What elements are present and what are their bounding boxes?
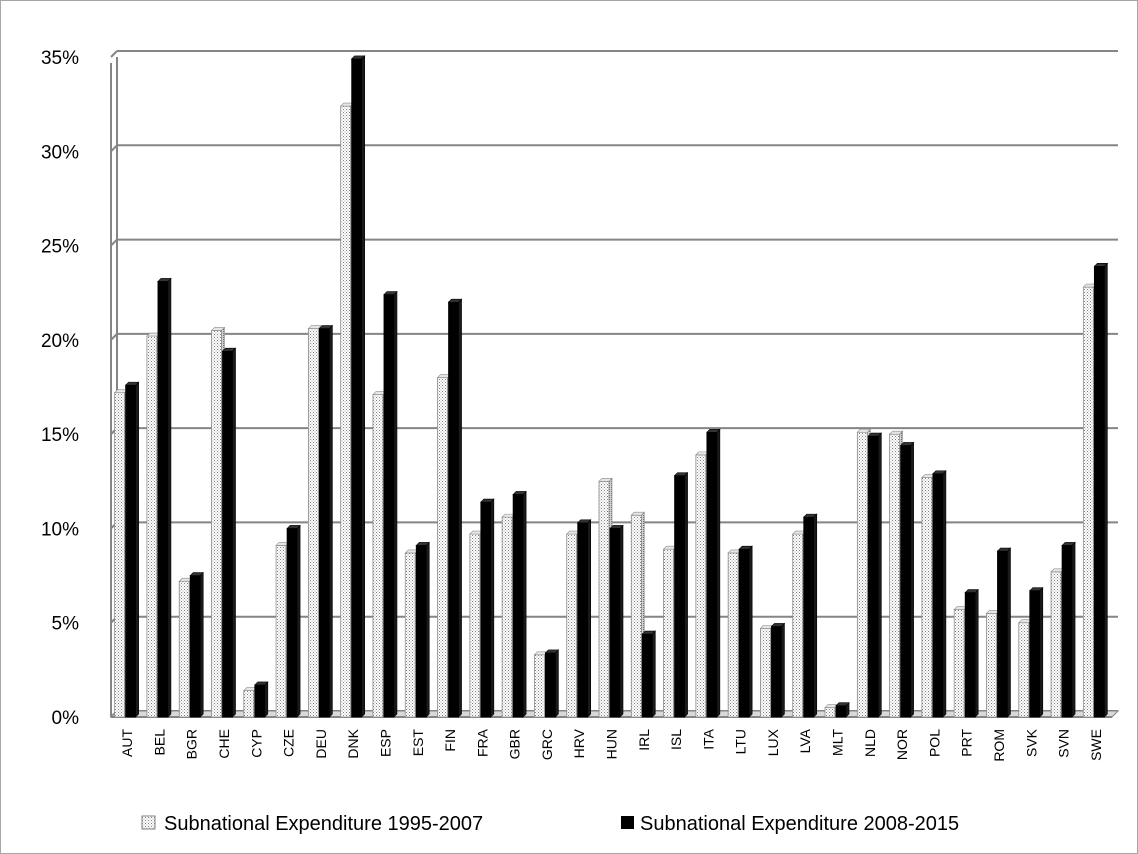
legend: Subnational Expenditure 1995-2007 Subnat… (141, 813, 959, 835)
bar-HRV-2008-2015 (576, 519, 592, 718)
x-tick-label: BEL (151, 729, 167, 756)
bar-SVK-2008-2015 (1029, 586, 1044, 718)
bar-FRA-2008-2015 (480, 498, 495, 718)
x-tick-label: LTU (733, 729, 749, 754)
x-tick-label: BGR (184, 729, 200, 759)
bar-LUX-2008-2015 (770, 622, 786, 718)
y-tick-label: 0% (52, 708, 80, 729)
bar-NLD-2008-2015 (867, 432, 883, 718)
bar-PRT-2008-2015 (964, 588, 979, 718)
bar-AUT-2008-2015 (124, 381, 140, 718)
y-tick-label: 20% (41, 331, 79, 352)
bar-ESP-2008-2015 (383, 290, 398, 718)
gridline-depth (110, 50, 118, 58)
bar-GRC-2008-2015 (544, 649, 560, 718)
y-tick-label: 10% (41, 519, 79, 540)
x-tick-label: IRL (636, 729, 652, 751)
x-tick-label: ITA (700, 728, 716, 749)
x-tick-label: GRC (539, 729, 555, 760)
bar-CYP-2008-2015 (254, 681, 269, 718)
bar-CHE-2008-2015 (221, 347, 237, 718)
bar-ISL-2008-2015 (673, 471, 689, 718)
y-tick-label: 35% (41, 48, 79, 69)
bar-LTU-2008-2015 (738, 545, 753, 718)
x-tick-label: ISL (668, 729, 684, 750)
bar-FIN-2008-2015 (447, 298, 463, 718)
x-tick-label: CHE (216, 729, 232, 759)
x-axis-tick-labels: AUT BEL BGR CHE CYP CZE DEU DNK ESP EST FIN FRA GBR G… (119, 728, 1104, 761)
bar-SWE-2008-2015 (1093, 262, 1109, 718)
bar-HUN-2008-2015 (609, 524, 624, 718)
x-tick-label: LVA (797, 728, 813, 753)
x-tick-label: ESP (377, 729, 393, 757)
x-tick-label: AUT (119, 729, 135, 757)
x-tick-label: NOR (894, 729, 910, 760)
legend-swatch-solid (621, 816, 634, 829)
x-tick-label: DEU (313, 729, 329, 759)
bar-EST-2008-2015 (415, 541, 430, 718)
y-tick-label: 5% (52, 614, 80, 635)
y-axis-tick-labels: 0% 5% 10% 15% 20% 25% 30% 35% (41, 48, 79, 729)
x-tick-label: GBR (507, 729, 523, 759)
bar-POL-2008-2015 (932, 470, 947, 718)
x-tick-label: HRV (571, 728, 587, 758)
legend-swatch-dotted (141, 815, 156, 830)
x-tick-label: FRA (474, 728, 490, 757)
bar-ITA-2008-2015 (706, 428, 721, 718)
y-tick-label: 15% (41, 425, 79, 446)
x-tick-label: HUN (604, 729, 620, 759)
bar-CZE-2008-2015 (286, 524, 301, 718)
bar-SVN-2008-2015 (1061, 541, 1076, 718)
x-tick-label: LUX (765, 728, 781, 756)
x-tick-label: FIN (442, 729, 458, 752)
bar-GBR-2008-2015 (512, 490, 527, 718)
bar-DNK-2008-2015 (350, 55, 366, 718)
bar-ROM-2008-2015 (996, 547, 1012, 718)
x-tick-label: POL (926, 729, 942, 757)
legend-item-1995-2007: Subnational Expenditure 1995-2007 (141, 813, 483, 835)
x-tick-label: MLT (830, 729, 846, 756)
legend-label-2008-2015: Subnational Expenditure 2008-2015 (640, 813, 959, 835)
y-tick-label: 30% (41, 142, 79, 163)
x-tick-label: ROM (991, 729, 1007, 762)
x-tick-label: DNK (345, 728, 361, 758)
legend-label-1995-2007: Subnational Expenditure 1995-2007 (164, 813, 483, 835)
bar-NOR-2008-2015 (899, 441, 915, 718)
bar-BEL-2008-2015 (157, 277, 172, 718)
x-tick-label: PRT (959, 729, 975, 757)
x-tick-label: SVK (1023, 728, 1039, 757)
bar-IRL-2008-2015 (641, 630, 657, 718)
x-tick-label: CYP (248, 729, 264, 758)
legend-item-2008-2015: Subnational Expenditure 2008-2015 (621, 813, 959, 835)
bars (113, 55, 1109, 718)
bar-BGR-2008-2015 (189, 571, 204, 718)
bar-MLT-2008-2015 (835, 701, 850, 718)
x-tick-label: SWE (1088, 729, 1104, 761)
y-tick-label: 25% (41, 237, 79, 258)
x-tick-label: EST (410, 729, 426, 757)
bar-LVA-2008-2015 (803, 513, 818, 718)
x-tick-label: CZE (281, 729, 297, 757)
x-tick-label: SVN (1056, 729, 1072, 758)
bar-DEU-2008-2015 (318, 324, 334, 718)
x-tick-label: NLD (862, 729, 878, 757)
